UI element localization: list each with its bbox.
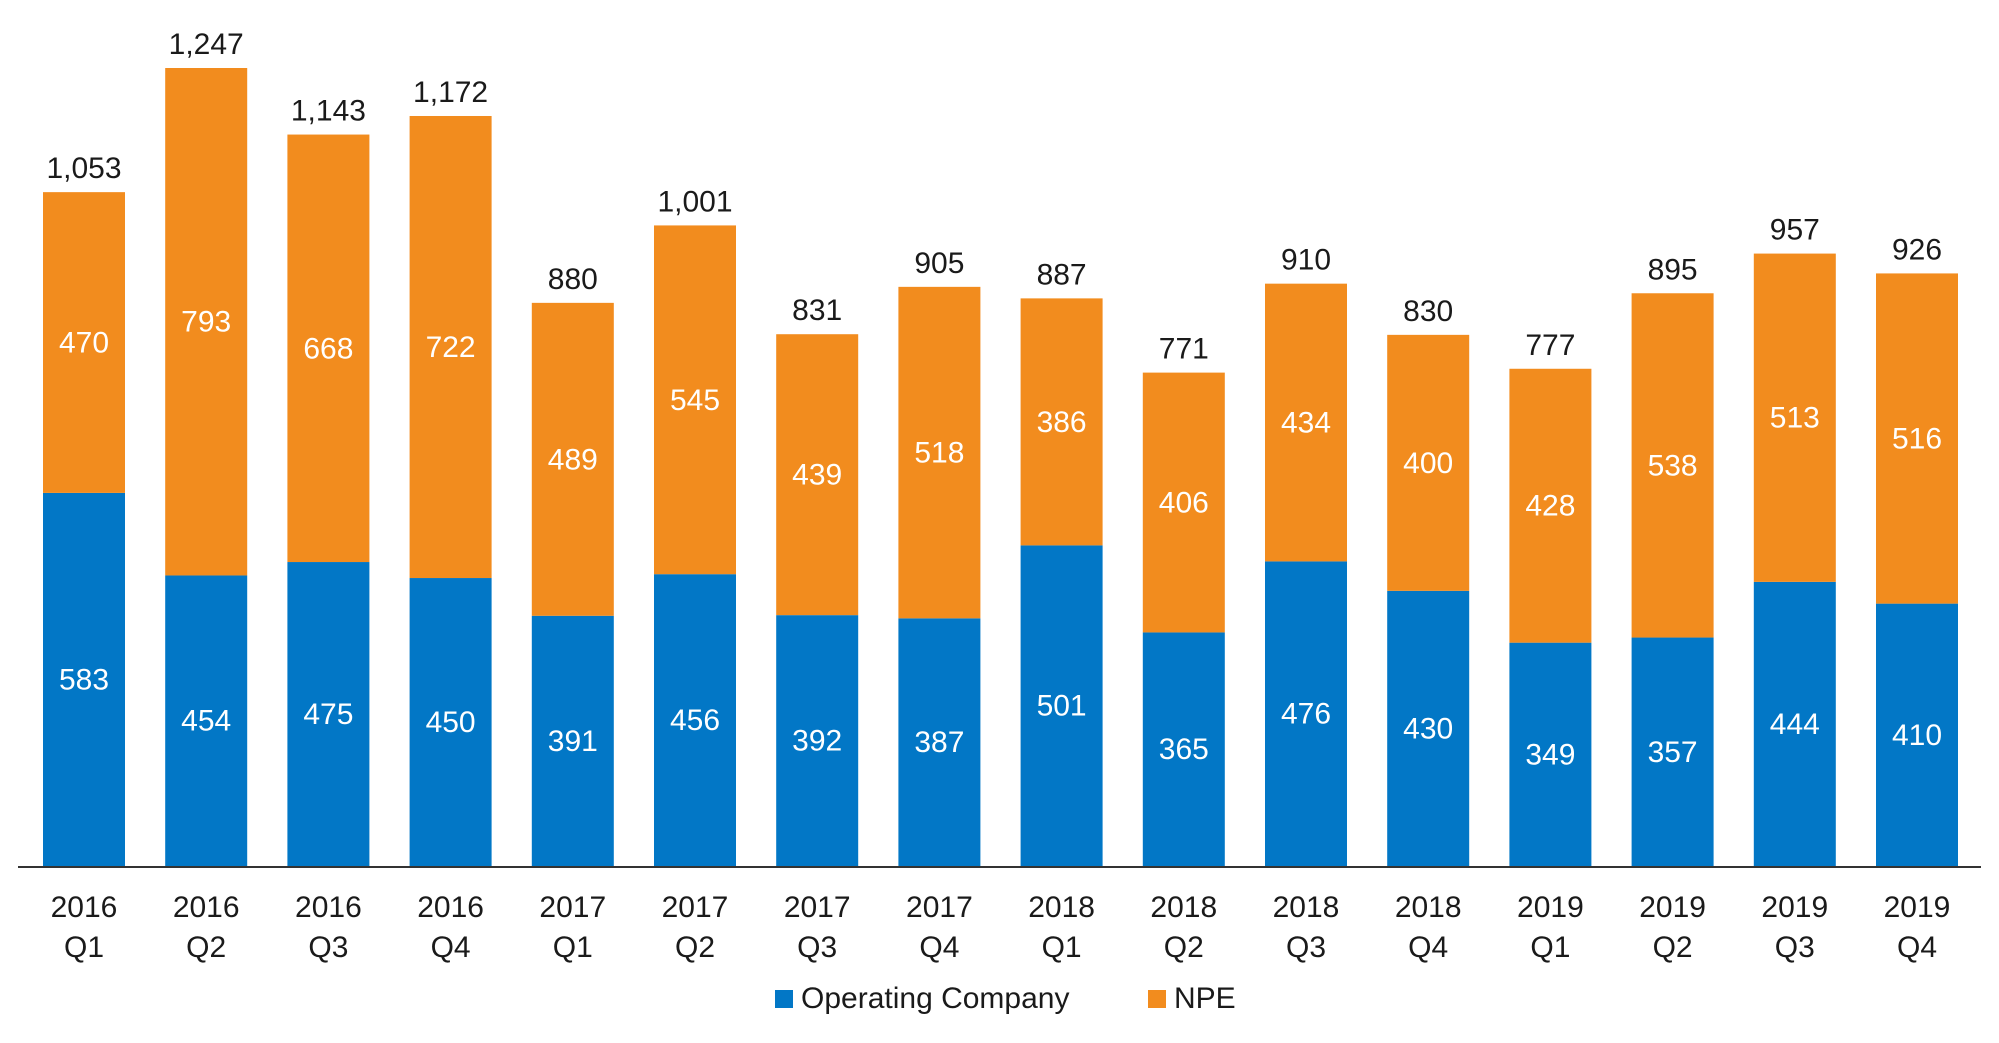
segment-label-npe-7: 518 [914,437,964,470]
segment-label-npe-9: 406 [1159,487,1209,520]
x-tick-quarter-8: Q1 [1042,931,1082,964]
total-label-2: 1,143 [291,95,366,128]
x-tick-quarter-1: Q2 [186,931,226,964]
x-tick-year-12: 2019 [1517,891,1584,924]
x-tick-year-5: 2017 [662,891,729,924]
segment-label-operating-company-11: 430 [1403,712,1453,745]
segment-label-operating-company-9: 365 [1159,733,1209,766]
segment-label-npe-5: 545 [670,384,720,417]
segment-label-operating-company-14: 444 [1770,708,1820,741]
x-tick-year-1: 2016 [173,891,240,924]
legend-label-npe: NPE [1174,982,1236,1015]
segment-label-operating-company-2: 475 [303,698,353,731]
legend: Operating Company NPE [775,982,1236,1015]
total-label-6: 831 [792,294,842,327]
x-tick-year-7: 2017 [906,891,973,924]
segment-label-operating-company-0: 583 [59,663,109,696]
total-label-11: 830 [1403,295,1453,328]
x-tick-year-13: 2019 [1639,891,1706,924]
x-tick-year-10: 2018 [1273,891,1340,924]
x-tick-quarter-5: Q2 [675,931,715,964]
total-label-7: 905 [914,247,964,280]
x-tick-quarter-3: Q4 [431,931,471,964]
x-tick-year-14: 2019 [1761,891,1828,924]
total-label-4: 880 [548,263,598,296]
segment-label-npe-12: 428 [1525,490,1575,523]
x-tick-quarter-14: Q3 [1775,931,1815,964]
segment-label-operating-company-1: 454 [181,705,231,738]
x-tick-quarter-15: Q4 [1897,931,1937,964]
total-label-10: 910 [1281,244,1331,277]
x-tick-quarter-9: Q2 [1164,931,1204,964]
segment-label-operating-company-8: 501 [1037,690,1087,723]
segment-label-operating-company-6: 392 [792,725,842,758]
segment-label-npe-0: 470 [59,327,109,360]
segment-label-operating-company-5: 456 [670,704,720,737]
total-label-15: 926 [1892,233,1942,266]
segment-label-operating-company-13: 357 [1648,736,1698,769]
segment-label-npe-1: 793 [181,306,231,339]
segment-label-npe-2: 668 [303,332,353,365]
total-label-8: 887 [1037,258,1087,291]
total-label-0: 1,053 [46,152,121,185]
segment-label-npe-4: 489 [548,443,598,476]
x-tick-year-9: 2018 [1150,891,1217,924]
segment-label-npe-3: 722 [426,331,476,364]
x-tick-quarter-12: Q1 [1530,931,1570,964]
total-label-9: 771 [1159,333,1209,366]
x-tick-year-2: 2016 [295,891,362,924]
x-tick-year-15: 2019 [1884,891,1951,924]
total-label-3: 1,172 [413,76,488,109]
total-label-1: 1,247 [169,28,244,61]
segment-label-npe-13: 538 [1648,449,1698,482]
x-tick-quarter-6: Q3 [797,931,837,964]
segment-label-operating-company-15: 410 [1892,719,1942,752]
x-tick-quarter-4: Q1 [553,931,593,964]
segment-label-npe-8: 386 [1037,406,1087,439]
segment-label-operating-company-4: 391 [548,725,598,758]
segment-label-npe-14: 513 [1770,402,1820,435]
segment-label-npe-15: 516 [1892,423,1942,456]
segment-label-operating-company-10: 476 [1281,698,1331,731]
legend-swatch-operating-company [775,990,793,1008]
x-tick-quarter-13: Q2 [1653,931,1693,964]
x-tick-quarter-10: Q3 [1286,931,1326,964]
segment-label-operating-company-3: 450 [426,706,476,739]
total-label-12: 777 [1525,329,1575,362]
x-tick-quarter-11: Q4 [1408,931,1448,964]
segment-label-npe-10: 434 [1281,407,1331,440]
segment-label-operating-company-7: 387 [914,726,964,759]
legend-swatch-npe [1148,990,1166,1008]
x-tick-year-3: 2016 [417,891,484,924]
segment-label-operating-company-12: 349 [1525,738,1575,771]
x-tick-quarter-7: Q4 [919,931,959,964]
x-tick-year-6: 2017 [784,891,851,924]
x-tick-quarter-0: Q1 [64,931,104,964]
x-tick-year-0: 2016 [51,891,118,924]
x-tick-year-4: 2017 [539,891,606,924]
total-label-5: 1,001 [657,185,732,218]
x-tick-year-11: 2018 [1395,891,1462,924]
segment-label-npe-6: 439 [792,459,842,492]
x-tick-year-8: 2018 [1028,891,1095,924]
x-axis-ticks: 2016 Q1 2016 Q2 2016 Q3 2016 Q4 2017 Q1 2017 Q2 2017… [51,891,1951,964]
segment-label-npe-11: 400 [1403,447,1453,480]
total-label-14: 957 [1770,214,1820,247]
total-label-13: 895 [1648,253,1698,286]
x-tick-quarter-2: Q3 [308,931,348,964]
legend-label-operating-company: Operating Company [801,982,1069,1015]
